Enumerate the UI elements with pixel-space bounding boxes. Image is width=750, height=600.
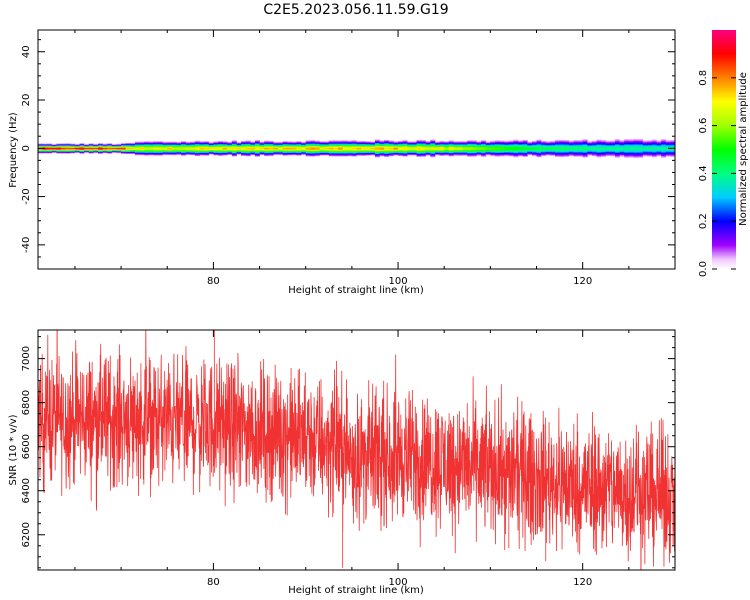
svg-text:120: 120 <box>573 577 592 588</box>
svg-text:7000: 7000 <box>21 346 32 371</box>
svg-text:0.8: 0.8 <box>698 70 709 86</box>
colorbar-gradient <box>712 30 736 269</box>
svg-text:80: 80 <box>207 276 220 287</box>
svg-text:100: 100 <box>388 577 407 588</box>
svg-text:20: 20 <box>21 94 32 107</box>
svg-text:6400: 6400 <box>21 478 32 503</box>
spectrogram-panel: 80 100 120 -40 -20 0 20 40 Height of straight l… <box>8 29 676 296</box>
svg-text:0.6: 0.6 <box>698 118 709 134</box>
snr-series-line <box>38 330 675 570</box>
svg-text:0.2: 0.2 <box>698 213 709 229</box>
svg-text:6800: 6800 <box>21 390 32 415</box>
chart-title: C2E5.2023.056.11.59.G19 <box>263 2 448 18</box>
spectrogram-band <box>38 30 675 269</box>
colorbar-label: Normalized spectral amplitude <box>738 72 749 226</box>
svg-text:80: 80 <box>207 577 220 588</box>
spectrogram-ticks: 80 100 120 -40 -20 0 20 40 <box>21 30 676 287</box>
snr-frame <box>37 329 676 571</box>
spectrogram-xlabel: Height of straight line (km) <box>288 285 424 296</box>
svg-text:6200: 6200 <box>21 522 32 547</box>
colorbar-ticks: 0.0 0.2 0.4 0.6 0.8 <box>698 70 736 277</box>
snr-panel: 80 100 120 6200 6400 6600 6800 7000 Height of s… <box>8 329 676 596</box>
svg-text:100: 100 <box>388 276 407 287</box>
snr-ticks: 80 100 120 6200 6400 6600 6800 7000 <box>21 330 676 588</box>
svg-text:-20: -20 <box>21 188 32 204</box>
svg-text:-40: -40 <box>21 237 32 253</box>
svg-text:0: 0 <box>21 145 32 151</box>
colorbar: 0.0 0.2 0.4 0.6 0.8 Normalized spectral ampl… <box>698 30 749 277</box>
svg-text:6600: 6600 <box>21 434 32 459</box>
spectrogram-ylabel: Frequency (Hz) <box>8 112 19 188</box>
svg-text:0.0: 0.0 <box>698 261 709 277</box>
svg-text:40: 40 <box>21 45 32 58</box>
spectrogram-frame <box>37 29 676 270</box>
snr-ylabel: SNR (10 * v/v) <box>8 414 19 485</box>
svg-text:0.4: 0.4 <box>698 165 709 181</box>
svg-text:120: 120 <box>573 276 592 287</box>
snr-xlabel: Height of straight line (km) <box>288 585 424 596</box>
